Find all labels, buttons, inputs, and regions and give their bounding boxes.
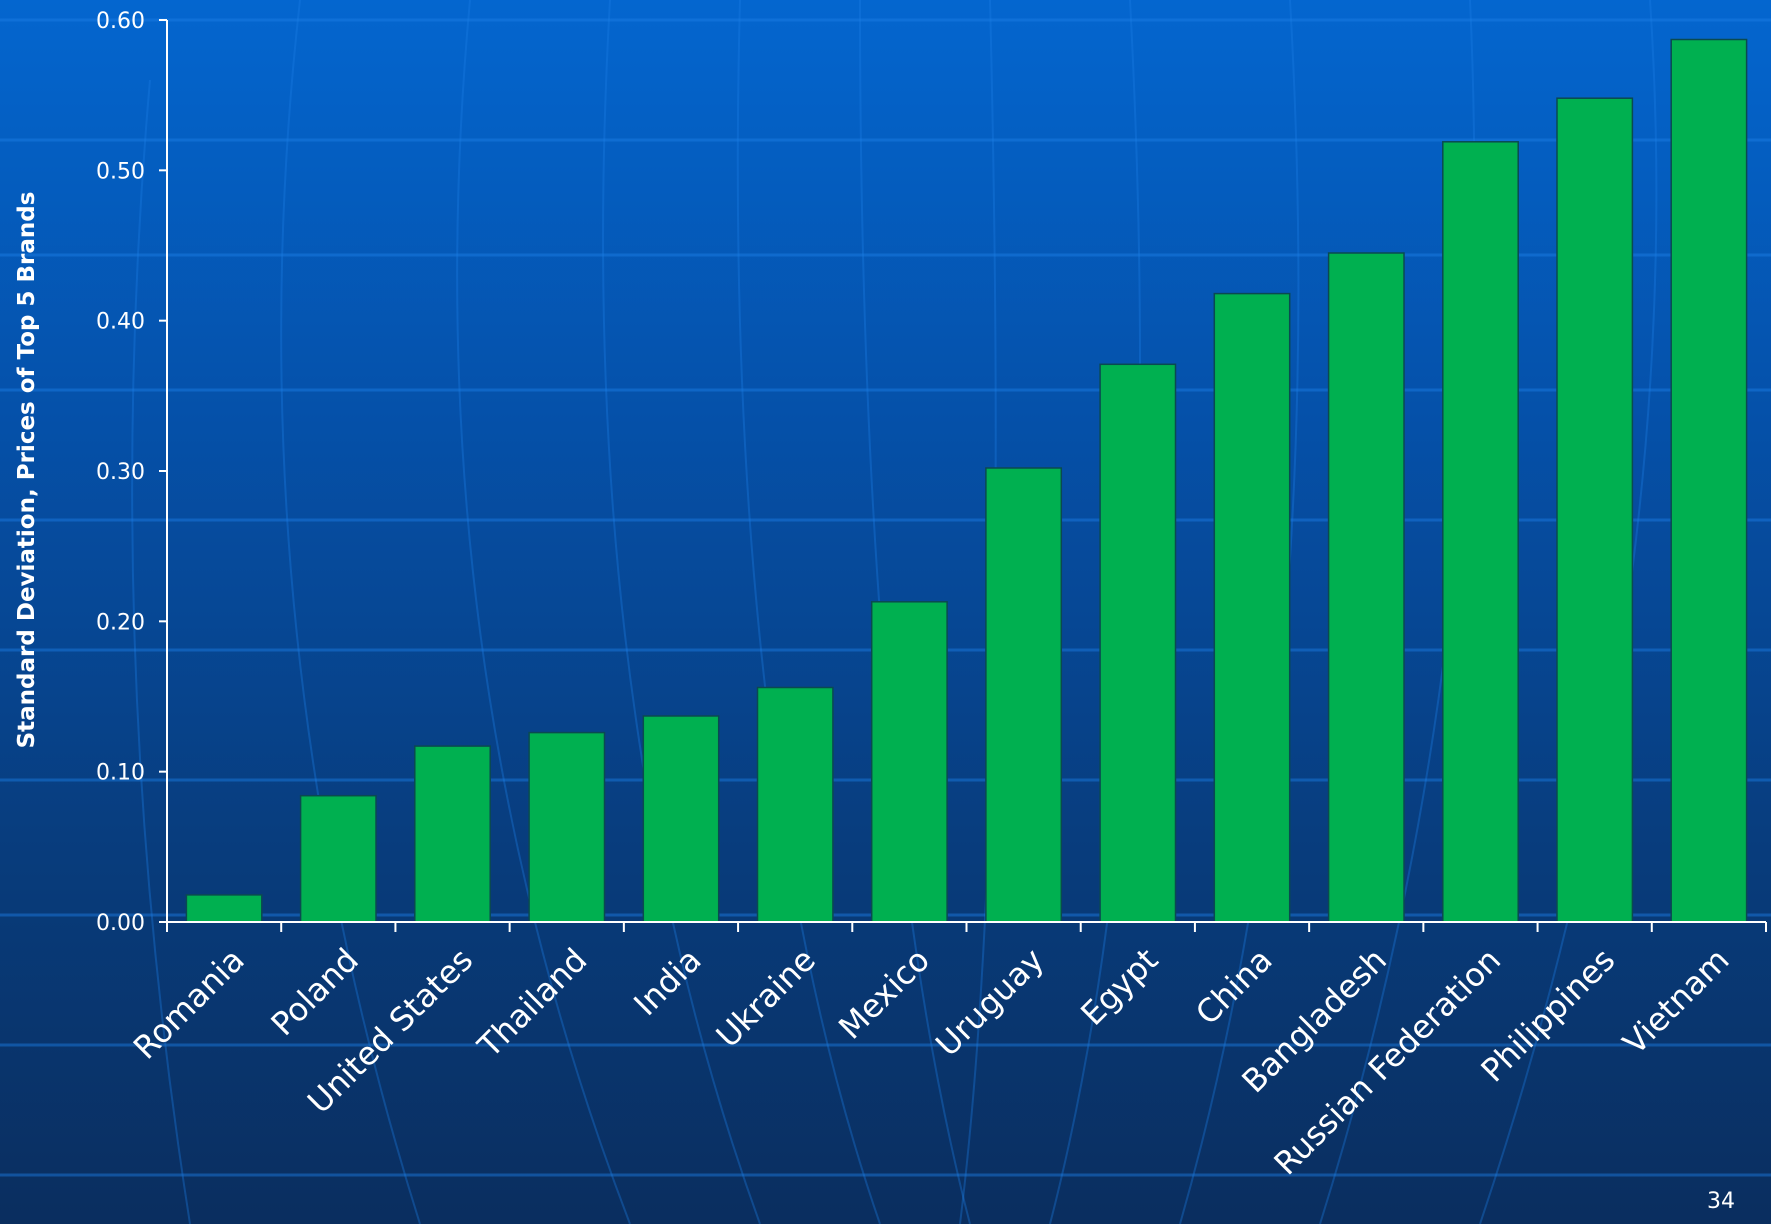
x-tick-label: Ukraine — [709, 941, 823, 1055]
y-tick-label: 0.30 — [96, 460, 145, 485]
x-tick-label: Romania — [126, 941, 252, 1067]
y-axis-title: Standard Deviation, Prices of Top 5 Bran… — [14, 192, 40, 749]
background-meridian — [280, 0, 421, 1224]
y-tick-label: 0.60 — [96, 9, 145, 34]
y-tick-label: 0.40 — [96, 310, 145, 335]
bar-poland — [299, 794, 377, 923]
bar-romania — [185, 894, 263, 923]
bar-bangladesh — [1327, 252, 1405, 923]
bar-egypt — [1099, 363, 1177, 923]
x-tick-label: Poland — [264, 941, 366, 1043]
x-tick-label: Russian Federation — [1266, 941, 1508, 1183]
background-meridian — [736, 0, 881, 1224]
bar-india — [642, 715, 720, 923]
y-tick-label: 0.00 — [96, 911, 145, 936]
x-tick-label: Uruguay — [928, 941, 1051, 1064]
bar-vietnam — [1670, 38, 1748, 923]
x-tick-label: Vietnam — [1615, 941, 1736, 1062]
bar-philippines — [1556, 97, 1634, 923]
background-meridian — [602, 0, 761, 1224]
x-tick-label: India — [626, 941, 708, 1023]
x-tick-label: China — [1188, 941, 1280, 1033]
bar-thailand — [528, 731, 606, 923]
page-number: 34 — [1707, 1189, 1735, 1214]
bar-uruguay — [985, 467, 1063, 923]
bars — [185, 38, 1748, 923]
bar-china — [1213, 292, 1291, 923]
x-tick-label: Thailand — [470, 941, 595, 1066]
x-tick-label: Mexico — [831, 941, 937, 1047]
background-meridian — [131, 79, 191, 1224]
bar-united-states — [414, 745, 491, 923]
bar-ukraine — [756, 686, 834, 923]
x-tick-label: Egypt — [1073, 941, 1165, 1033]
y-tick-label: 0.50 — [96, 159, 145, 184]
y-tick-label: 0.10 — [96, 761, 145, 786]
background-meridian — [456, 0, 631, 1224]
bar-mexico — [870, 601, 948, 923]
bar-russian-federation — [1442, 141, 1519, 923]
y-tick-label: 0.20 — [96, 610, 145, 635]
